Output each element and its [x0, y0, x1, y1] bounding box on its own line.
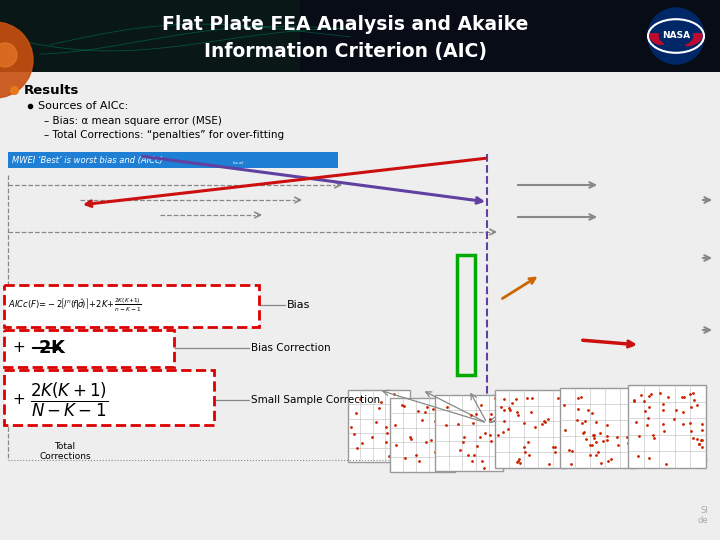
- Polygon shape: [685, 34, 702, 45]
- Bar: [8, 152, 338, 168]
- Bar: [560, 388, 635, 468]
- Text: MWEI ‘Best’ is worst bias and (AICc): MWEI ‘Best’ is worst bias and (AICc): [12, 156, 163, 165]
- Bar: [390, 398, 455, 472]
- Circle shape: [0, 22, 33, 98]
- Text: $+$: $+$: [12, 393, 25, 408]
- Text: Flat Plate FEA Analysis and Akaike: Flat Plate FEA Analysis and Akaike: [162, 16, 528, 35]
- Bar: [0, 0, 300, 72]
- Bar: [457, 255, 475, 375]
- Text: Bias: Bias: [287, 300, 310, 310]
- Text: Information Criterion (AIC): Information Criterion (AIC): [204, 43, 487, 62]
- Text: – Total Corrections: “penalties” for over-fitting: – Total Corrections: “penalties” for ove…: [44, 130, 284, 140]
- Text: Sl
de: Sl de: [698, 505, 708, 525]
- Text: $AICc(F)\!=\!-2\!\left[l^n(\!f|\hat{\sigma}\!)\right]\!+\!2K\!+\!\frac{2K(K\!+\!: $AICc(F)\!=\!-2\!\left[l^n(\!f|\hat{\sig…: [8, 296, 142, 314]
- Bar: [0, 0, 720, 72]
- Text: $_{local}$: $_{local}$: [232, 159, 244, 167]
- Bar: [348, 390, 410, 462]
- Circle shape: [648, 8, 704, 64]
- Bar: [628, 385, 706, 468]
- Polygon shape: [650, 34, 663, 44]
- Text: Bias Correction: Bias Correction: [251, 343, 330, 353]
- Bar: [4, 285, 259, 327]
- Text: $\dfrac{2K(K+1)}{N-K-1}$: $\dfrac{2K(K+1)}{N-K-1}$: [30, 381, 108, 419]
- Text: Sources of AICc:: Sources of AICc:: [38, 101, 128, 111]
- Bar: [0, 72, 720, 540]
- Bar: [4, 330, 174, 367]
- Circle shape: [0, 43, 17, 67]
- Text: NASA: NASA: [662, 31, 690, 40]
- Bar: [495, 390, 567, 468]
- Text: $\mathbf{2K}$: $\mathbf{2K}$: [38, 339, 67, 357]
- Text: $+$: $+$: [12, 341, 25, 355]
- Text: – Bias: α mean square error (MSE): – Bias: α mean square error (MSE): [44, 116, 222, 126]
- Text: Results: Results: [24, 84, 79, 97]
- Bar: [4, 370, 214, 425]
- Text: Total
Corrections: Total Corrections: [39, 442, 91, 461]
- Text: Small Sample Correction: Small Sample Correction: [251, 395, 380, 405]
- Bar: [435, 395, 503, 471]
